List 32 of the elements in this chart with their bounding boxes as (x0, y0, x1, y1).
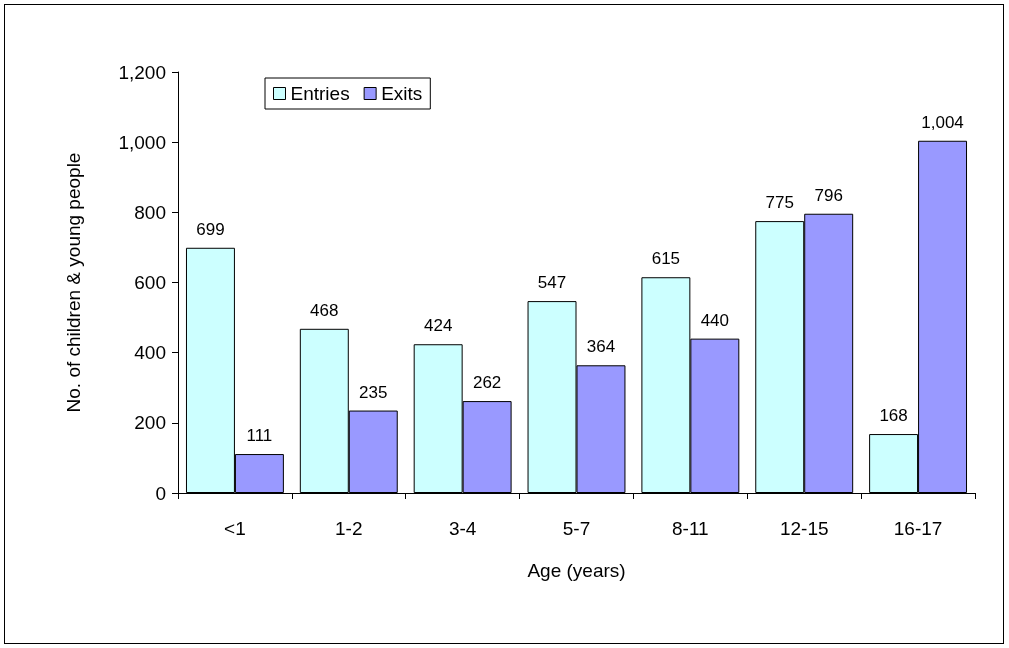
x-axis-title: Age (years) (527, 560, 626, 581)
data-label: 699 (196, 219, 225, 239)
legend-label: Exits (381, 83, 423, 104)
data-label: 364 (586, 337, 616, 357)
y-axis-title: No. of children & young people (63, 152, 84, 413)
legend-label: Entries (290, 83, 350, 104)
x-tick-label: 12-15 (779, 518, 829, 539)
data-label: 1,004 (921, 112, 964, 132)
x-tick-label: 8-11 (672, 518, 709, 539)
y-tick-label: 400 (134, 342, 166, 364)
data-label: 235 (359, 382, 388, 402)
data-label: 424 (423, 316, 453, 336)
x-tick-label: 1-2 (335, 518, 363, 539)
data-label: 468 (310, 300, 339, 320)
data-label: 262 (472, 373, 502, 393)
data-label: 615 (651, 249, 681, 269)
y-tick-label: 200 (134, 412, 166, 434)
data-label: 440 (700, 310, 730, 330)
x-tick-label: 5-7 (562, 518, 591, 539)
x-tick-label: 16-17 (893, 518, 943, 539)
y-tick-label: 600 (134, 272, 166, 293)
x-tick-label: 3-4 (448, 518, 477, 539)
data-label: 775 (765, 193, 794, 213)
y-tick-label: 800 (134, 201, 166, 223)
x-tick-label: <1 (224, 518, 246, 539)
data-label: 111 (246, 426, 273, 446)
y-tick-label: 1,000 (118, 131, 166, 153)
data-label: 796 (814, 185, 843, 205)
data-label: 547 (537, 273, 567, 293)
y-tick-label: 0 (155, 482, 166, 504)
y-tick-label: 1,200 (118, 61, 166, 83)
data-label: 168 (879, 406, 908, 426)
